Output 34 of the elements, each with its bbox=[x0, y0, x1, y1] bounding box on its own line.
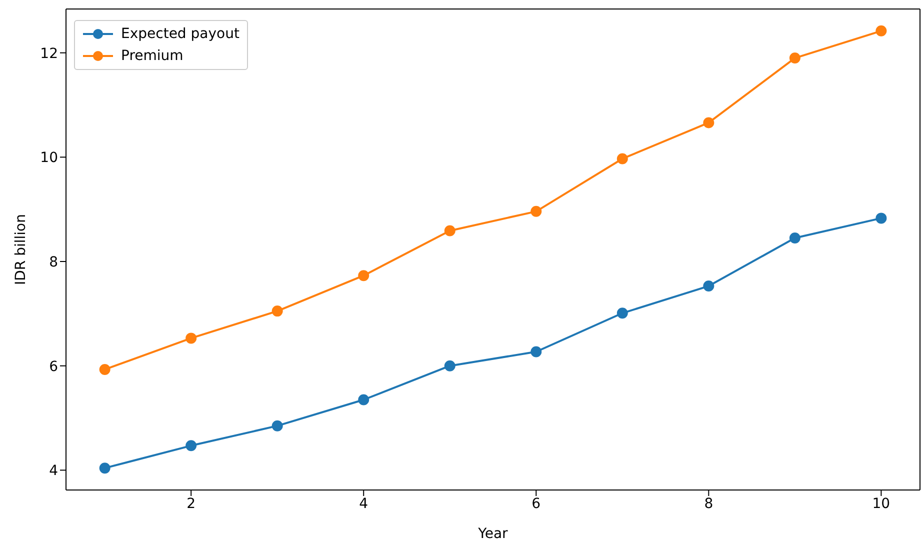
point bbox=[444, 225, 456, 236]
x-axis-title: Year bbox=[477, 526, 508, 540]
point bbox=[444, 360, 456, 372]
x-tick-label: 2 bbox=[186, 496, 196, 512]
y-axis-title: IDR billion bbox=[12, 214, 29, 285]
point bbox=[530, 206, 542, 217]
point bbox=[99, 364, 110, 375]
y-tick-label: 10 bbox=[40, 150, 58, 166]
legend-label: Expected payout bbox=[121, 25, 240, 44]
y-tick-label: 4 bbox=[49, 463, 58, 480]
point bbox=[789, 52, 800, 64]
y-tick-label: 8 bbox=[49, 254, 58, 270]
x-tick-label: 8 bbox=[704, 496, 714, 512]
point bbox=[186, 332, 197, 344]
y-tick-label: 12 bbox=[40, 46, 58, 62]
x-tick-label: 6 bbox=[532, 496, 541, 512]
point bbox=[876, 212, 887, 224]
x-tick-label: 4 bbox=[359, 496, 368, 512]
point bbox=[703, 117, 714, 128]
point bbox=[99, 462, 110, 474]
point bbox=[272, 420, 283, 432]
point bbox=[358, 394, 370, 406]
legend-label: Premium bbox=[121, 47, 184, 66]
point bbox=[789, 232, 800, 244]
point bbox=[272, 306, 283, 317]
point bbox=[703, 280, 714, 292]
point bbox=[358, 270, 370, 282]
point bbox=[616, 153, 628, 164]
point bbox=[530, 346, 542, 358]
point bbox=[186, 440, 197, 452]
point bbox=[616, 308, 628, 319]
x-tick-label: 10 bbox=[872, 496, 890, 512]
point bbox=[876, 25, 887, 36]
y-tick-label: 6 bbox=[49, 358, 58, 375]
